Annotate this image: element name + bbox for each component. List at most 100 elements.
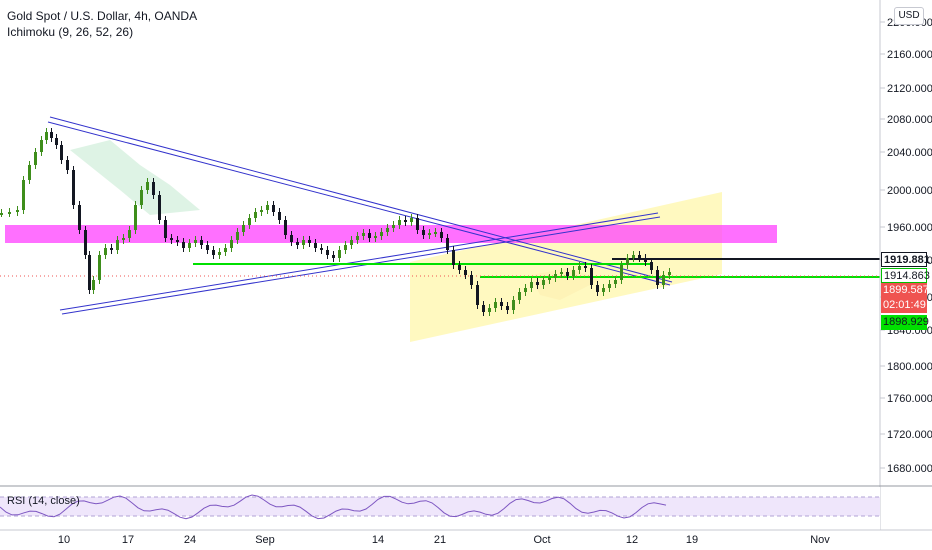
- time-tick-label: 19: [686, 534, 698, 546]
- bar-countdown: 02:01:49: [881, 298, 927, 313]
- candle-body: [386, 228, 389, 232]
- candle-body: [290, 235, 293, 242]
- price-tag-last: 1899.587: [881, 283, 929, 298]
- price-tick-label: 1760.000: [887, 393, 932, 405]
- candle-body: [362, 233, 365, 236]
- price-tick-label: 1720.000: [887, 429, 932, 441]
- candle-body: [464, 270, 467, 275]
- candle-body: [72, 170, 75, 205]
- candle-body: [512, 300, 515, 310]
- currency-button[interactable]: USD: [894, 7, 924, 25]
- candle-body: [548, 278, 551, 280]
- rsi-legend[interactable]: RSI (14, close): [7, 495, 80, 507]
- candle-body: [566, 272, 569, 276]
- ichimoku-cloud: [70, 140, 200, 215]
- candle-body: [78, 205, 81, 230]
- symbol-title[interactable]: Gold Spot / U.S. Dollar, 4h, OANDA: [7, 9, 198, 23]
- candle-body: [278, 212, 281, 220]
- candle-body: [230, 240, 233, 248]
- candle-body: [200, 240, 203, 245]
- price-tick-label: 2080.000: [887, 114, 932, 126]
- candle-body: [98, 255, 101, 280]
- candle-body: [494, 302, 497, 308]
- candle-body: [152, 182, 155, 195]
- candle-body: [554, 274, 557, 278]
- candle-body: [242, 225, 245, 232]
- candle-body: [284, 220, 287, 235]
- candle-body: [8, 212, 11, 214]
- trendline-down-1[interactable]: [49, 116, 673, 283]
- candle-body: [482, 305, 485, 312]
- candle-body: [84, 230, 87, 255]
- price-tag-green-bottom: 1898.929: [881, 315, 929, 330]
- candle-body: [524, 288, 527, 292]
- price-tick-label: 2040.000: [887, 147, 932, 159]
- candle-body: [164, 220, 167, 238]
- trendline-up-2[interactable]: [61, 216, 661, 315]
- candle-body: [572, 270, 575, 276]
- candle-body: [398, 220, 401, 225]
- candle-body: [308, 240, 311, 243]
- candle-body: [320, 248, 323, 250]
- candle-body: [440, 232, 443, 238]
- candle-body: [380, 232, 383, 236]
- candle-body: [236, 232, 239, 240]
- candle-body: [608, 284, 611, 288]
- candle-body: [206, 245, 209, 250]
- price-tick-label: 1800.000: [887, 361, 932, 373]
- candle-body: [668, 272, 671, 275]
- candle-body: [368, 233, 371, 238]
- candle-body: [55, 138, 58, 145]
- candle-body: [338, 250, 341, 258]
- trendline-down-2[interactable]: [47, 121, 671, 286]
- candle-body: [452, 250, 455, 265]
- candle-body: [410, 218, 413, 222]
- candle-body: [212, 250, 215, 255]
- time-tick-label: 12: [626, 534, 638, 546]
- candle-body: [296, 242, 299, 245]
- candle-body: [28, 165, 31, 180]
- candle-body: [614, 280, 617, 284]
- time-tick-label: Sep: [255, 534, 275, 546]
- price-tag-black-line: 1919.881: [881, 252, 930, 267]
- candle-body: [218, 252, 221, 255]
- candle-body: [590, 268, 593, 285]
- candle-body: [416, 218, 419, 230]
- time-axis[interactable]: 10 17 24 Sep 14 21 Oct 12 19 Nov: [58, 534, 830, 546]
- candle-body: [596, 285, 599, 292]
- candle-body: [326, 250, 329, 255]
- candle-body: [134, 205, 137, 230]
- candle-body: [254, 212, 257, 218]
- candle-body: [650, 262, 653, 270]
- candle-body: [128, 230, 131, 238]
- candle-body: [224, 248, 227, 252]
- candle-body: [560, 272, 563, 274]
- candle-body: [0, 213, 3, 215]
- candle-body: [45, 132, 48, 140]
- indicator-legend[interactable]: Ichimoku (9, 26, 52, 26): [7, 25, 134, 39]
- candle-body: [344, 245, 347, 250]
- candle-body: [22, 180, 25, 210]
- time-tick-label: 10: [58, 534, 70, 546]
- time-tick-label: 14: [372, 534, 384, 546]
- price-axis[interactable]: 2200.0002160.0002120.0002080.0002040.000…: [880, 17, 932, 475]
- time-tick-label: Nov: [810, 534, 830, 546]
- candle-body: [638, 255, 641, 258]
- rsi-band: [0, 497, 880, 516]
- magenta-resistance-zone: [5, 225, 777, 243]
- candle-body: [584, 266, 587, 268]
- trendline-up-1[interactable]: [59, 212, 659, 311]
- candle-body: [626, 258, 629, 265]
- candle-body: [662, 275, 665, 285]
- candle-body: [188, 243, 191, 248]
- candle-body: [314, 243, 317, 248]
- price-tick-label: 2160.000: [887, 49, 932, 61]
- price-tag-green-line: 1914.863: [881, 268, 930, 283]
- time-tick-label: Oct: [533, 534, 550, 546]
- candle-body: [506, 306, 509, 310]
- candle-body: [40, 140, 43, 152]
- candle-body: [458, 265, 461, 270]
- candle-body: [374, 236, 377, 238]
- candle-body: [110, 248, 113, 250]
